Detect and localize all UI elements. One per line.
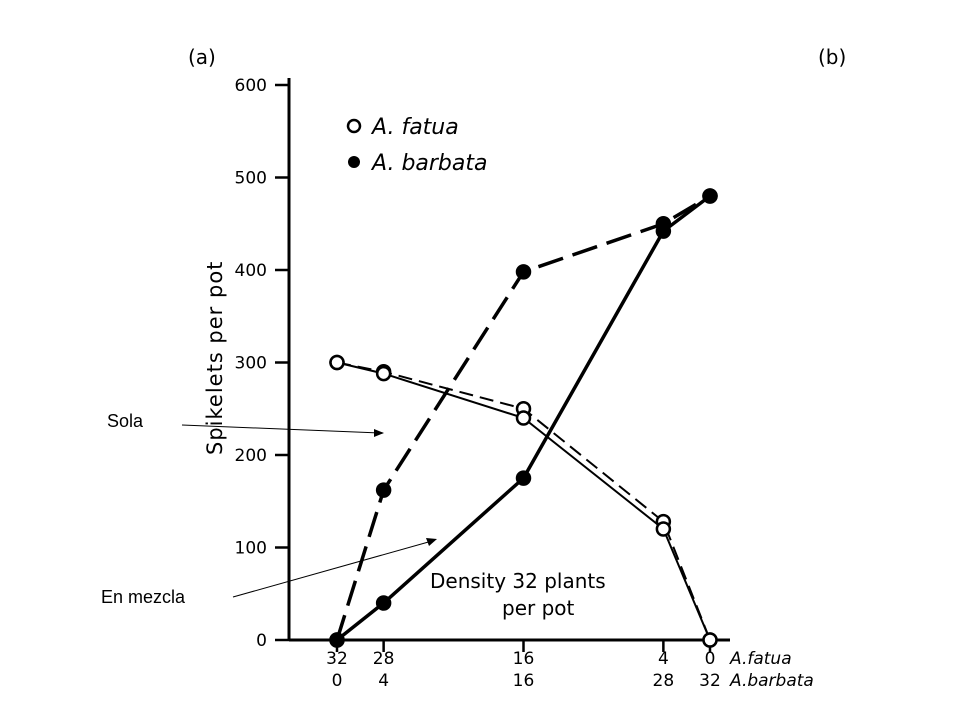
x-row-label-a-barbata: A.barbata: [729, 671, 814, 691]
series-layer: [329, 188, 718, 648]
y-axis-title: Spikelets per pot: [203, 261, 227, 455]
y-tick-label: 200: [235, 446, 267, 466]
x-tick-label: 32: [326, 649, 348, 669]
data-point: [655, 521, 672, 537]
y-ticks: 0 100 200 300 400 500 600: [235, 76, 289, 651]
data-point: [329, 354, 345, 371]
x-row-label-a-fatua: A.fatua: [729, 649, 792, 669]
panel-label-b: (b): [818, 45, 846, 69]
data-point: [515, 410, 532, 426]
x-tick-label: 4: [658, 649, 669, 669]
data-point: [515, 470, 532, 486]
data-point: [655, 223, 672, 239]
callout-sola: Sola: [107, 411, 144, 431]
x-tick-label: 32: [699, 671, 721, 691]
x-tick-label: 0: [705, 649, 716, 669]
legend-label-a-barbata: A. barbata: [370, 151, 488, 176]
y-tick-label: 300: [235, 354, 267, 374]
legend: A. fatua A. barbata: [346, 115, 488, 176]
y-tick-label: 400: [235, 261, 267, 281]
data-point: [375, 365, 392, 382]
callout-en-mezcla-arrowhead: [426, 538, 437, 546]
x-tick-label: 16: [513, 671, 535, 691]
y-tick-label: 600: [235, 76, 267, 96]
legend-label-a-fatua: A. fatua: [370, 115, 459, 140]
callout-en-mezcla: En mezcla: [101, 587, 186, 607]
legend-marker-open: [346, 118, 362, 134]
data-point: [375, 595, 392, 611]
density-annotation-line2: per pot: [502, 596, 575, 620]
y-tick-label: 0: [256, 631, 267, 651]
x-tick-label: 16: [513, 649, 535, 669]
x-tick-label: 4: [378, 671, 389, 691]
x-tick-label: 28: [373, 649, 395, 669]
figure-background: [178, 28, 856, 698]
y-tick-label: 500: [235, 169, 267, 189]
callout-sola-arrowhead: [374, 429, 384, 437]
panel-label-a: (a): [188, 45, 216, 69]
x-tick-label: 0: [332, 671, 343, 691]
callout-sola-arrow: [181, 424, 381, 434]
data-point: [515, 264, 532, 280]
y-tick-label: 100: [235, 539, 267, 559]
callout-en-mezcla-arrow: [232, 540, 433, 598]
data-point: [375, 482, 392, 498]
data-point: [702, 188, 718, 204]
density-annotation-line1: Density 32 plants: [430, 569, 606, 593]
legend-marker-filled: [348, 156, 360, 168]
data-point: [329, 632, 345, 648]
data-point: [702, 632, 718, 648]
x-tick-label: 28: [653, 671, 675, 691]
